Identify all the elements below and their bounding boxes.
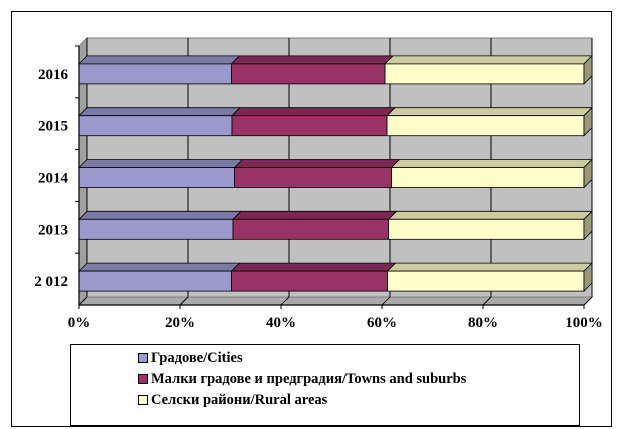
bar-cities xyxy=(78,167,235,188)
legend: Градове/Cities Малки градове и предгради… xyxy=(70,344,580,426)
plot-floor xyxy=(77,296,594,306)
y-tick-label: 2 012 xyxy=(34,274,68,290)
legend-item-cities: Градове/Cities xyxy=(71,348,579,369)
bars xyxy=(78,54,593,293)
bar-cities xyxy=(78,218,234,240)
bar-towns xyxy=(232,218,389,240)
bar-top-cities xyxy=(78,55,241,65)
gridline-floor xyxy=(583,296,593,306)
bar-side-rural xyxy=(583,158,593,189)
bar-side-rural xyxy=(583,262,593,293)
legend-label-rural: Селски райони/Rural areas xyxy=(151,392,328,408)
bar-towns xyxy=(234,167,392,188)
legend-item-towns: Малки градове и предградия/Towns and sub… xyxy=(71,369,579,390)
x-tick-label: 20% xyxy=(165,315,195,331)
bar-top-towns xyxy=(230,262,397,272)
gridline-floor xyxy=(482,296,492,306)
bar-cities xyxy=(78,115,233,137)
bar-top-towns xyxy=(230,55,394,65)
bar-towns xyxy=(231,63,386,85)
gridline-floor xyxy=(78,296,88,306)
bar-top-cities xyxy=(78,107,241,117)
x-tick-label: 80% xyxy=(468,315,498,331)
legend-swatch-cities xyxy=(138,353,148,363)
x-tick-label: 60% xyxy=(367,315,397,331)
legend-item-rural: Селски райони/Rural areas xyxy=(71,390,579,411)
y-tick-label: 2014 xyxy=(38,171,69,187)
bar-top-cities xyxy=(78,262,241,272)
gridline-floor xyxy=(381,296,391,306)
bar-rural xyxy=(387,270,585,292)
bar-rural xyxy=(391,167,585,188)
x-tick-label: 100% xyxy=(565,315,603,331)
bar-side-rural xyxy=(583,54,593,85)
bar-side-rural xyxy=(583,210,593,241)
bar-top-towns xyxy=(231,107,397,117)
y-tick-label: 2013 xyxy=(38,222,68,238)
legend-label-towns: Малки градове и предградия/Towns and sub… xyxy=(151,371,467,387)
bar-top-towns xyxy=(232,210,398,220)
bar-towns xyxy=(231,115,388,137)
gridline-floor xyxy=(280,296,290,306)
bar-rural xyxy=(388,218,585,240)
y-tick-label: 2015 xyxy=(38,119,68,135)
bar-side-rural xyxy=(583,106,593,137)
bar-top-rural xyxy=(386,262,593,272)
bar-rural xyxy=(386,115,585,137)
bar-cities xyxy=(78,63,232,85)
x-tick-label: 40% xyxy=(266,315,296,331)
legend-label-cities: Градове/Cities xyxy=(151,350,243,366)
bar-top-cities xyxy=(78,210,242,220)
x-tick-labels: 0% 20% 40% 60% 80% 100% xyxy=(68,315,603,331)
x-tick-label: 0% xyxy=(68,315,91,331)
bar-top-rural xyxy=(390,159,593,168)
bar-top-rural xyxy=(386,107,593,117)
gridline-floor xyxy=(179,296,189,306)
legend-swatch-rural xyxy=(138,395,148,405)
bar-towns xyxy=(231,270,388,292)
bar-top-rural xyxy=(387,210,593,220)
y-tick-labels: 2016 2015 2014 2013 2 012 xyxy=(34,67,68,290)
bar-top-rural xyxy=(384,55,593,65)
legend-swatch-towns xyxy=(138,374,148,384)
axis-lines xyxy=(75,45,585,309)
bar-top-cities xyxy=(78,159,244,168)
bar-top-towns xyxy=(233,159,401,168)
bar-cities xyxy=(78,270,232,292)
bar-rural xyxy=(384,63,585,85)
y-tick-label: 2016 xyxy=(38,67,69,83)
